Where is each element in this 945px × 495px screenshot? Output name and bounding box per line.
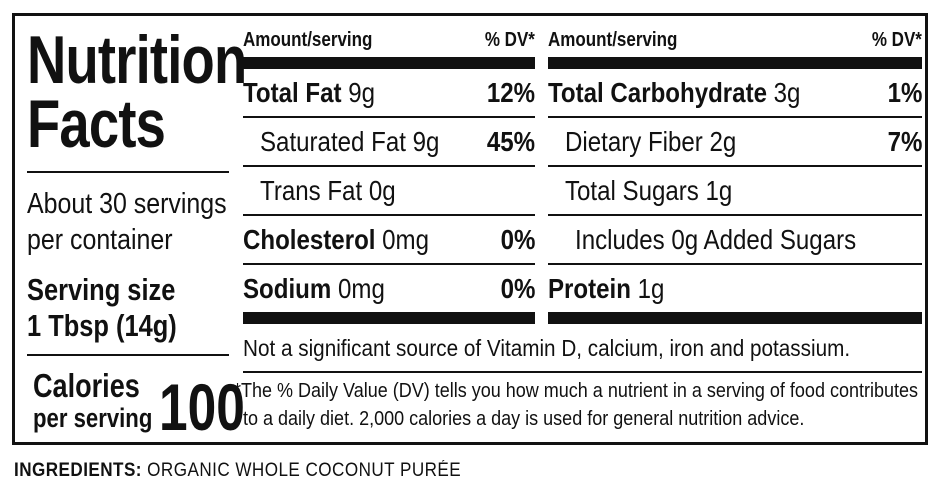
not-significant-text: Not a significant source of Vitamin D, c… — [243, 335, 851, 361]
ingredients: INGREDIENTS: ORGANIC WHOLE COCONUT PURÉE — [14, 458, 511, 484]
not-significant-source: Not a significant source of Vitamin D, c… — [243, 333, 918, 363]
nutrient-dv: 12% — [486, 77, 535, 108]
calories-label: Calories per serving — [33, 367, 179, 434]
serving-size-label: Serving size — [27, 272, 176, 307]
footnote-line-1: *The % Daily Value (DV) tells you how mu… — [234, 380, 918, 402]
nutrient-dv: 7% — [887, 126, 922, 157]
header-percent-dv: % DV* — [484, 29, 535, 51]
row-added-sugars: Includes 0g Added Sugars — [548, 216, 922, 265]
title-line-2: Facts — [27, 86, 166, 162]
nutrient-name: Dietary Fiber 2g — [565, 126, 737, 157]
table-header: Amount/serving % DV* — [548, 26, 922, 54]
nutrient-name: Total Carbohydrate — [548, 77, 767, 108]
nutrient-dv: 45% — [486, 126, 535, 157]
thick-divider-bottom-left — [243, 312, 535, 324]
row-saturated-fat: Saturated Fat 9g 45% — [243, 118, 535, 167]
thick-divider-bottom-right — [548, 312, 922, 324]
servings-per-container: About 30 servings per container — [27, 186, 259, 258]
nutrient-dv: 0% — [500, 224, 535, 255]
calories-number: 100 — [159, 370, 245, 444]
nutrient-name: Sodium — [243, 273, 332, 304]
title-line-1: Nutrition — [27, 22, 247, 98]
row-sodium: Sodium 0mg 0% — [243, 265, 535, 312]
daily-value-footnote: *The % Daily Value (DV) tells you how mu… — [234, 377, 945, 433]
row-cholesterol: Cholesterol 0mg 0% — [243, 216, 535, 265]
divider-title — [27, 171, 229, 173]
row-total-sugars: Total Sugars 1g — [548, 167, 922, 216]
calories-value: 100 — [159, 372, 269, 442]
serving-size-value: 1 Tbsp (14g) — [27, 308, 177, 343]
row-total-carbohydrate: Total Carbohydrate 3g 1% — [548, 69, 922, 118]
header-amount-serving: Amount/serving — [243, 29, 373, 51]
divider-serving-size — [27, 354, 229, 356]
thick-divider — [548, 57, 922, 69]
header-percent-dv: % DV* — [871, 29, 922, 51]
ingredients-label: INGREDIENTS: — [14, 460, 142, 481]
nutrition-facts-panel: Nutrition Facts About 30 servings per co… — [12, 13, 928, 445]
ingredients-value: ORGANIC WHOLE COCONUT PURÉE — [147, 460, 462, 481]
nutrient-dv: 1% — [887, 77, 922, 108]
calories-label-line-2: per serving — [33, 403, 153, 433]
nutrient-name: Includes 0g Added Sugars — [575, 224, 857, 255]
table-header: Amount/serving % DV* — [243, 26, 535, 54]
calories-label-line-1: Calories — [33, 367, 140, 404]
serving-size: Serving size 1 Tbsp (14g) — [27, 272, 210, 344]
nutrient-name: Total Fat — [243, 77, 342, 108]
nutrient-amount: 9g — [348, 77, 376, 108]
row-trans-fat: Trans Fat 0g — [243, 167, 535, 216]
nutrient-name: Saturated Fat 9g — [260, 126, 440, 157]
nutrient-table-left: Amount/serving % DV* Total Fat 9g 12% Sa… — [243, 26, 535, 312]
footnote-line-2: to a daily diet. 2,000 calories a day is… — [243, 408, 805, 430]
header-amount-serving: Amount/serving — [548, 29, 678, 51]
divider-footnote — [243, 371, 922, 373]
nutrition-facts-title: Nutrition Facts — [27, 22, 301, 162]
row-dietary-fiber: Dietary Fiber 2g 7% — [548, 118, 922, 167]
nutrient-table-right: Amount/serving % DV* Total Carbohydrate … — [548, 26, 922, 312]
nutrient-amount: 0mg — [382, 224, 430, 255]
nutrient-amount: 0mg — [337, 273, 385, 304]
servings-line-1: About 30 servings — [27, 188, 227, 220]
nutrient-dv: 0% — [500, 273, 535, 304]
servings-line-2: per container — [27, 224, 173, 256]
nutrient-name: Protein — [548, 273, 631, 304]
nutrient-amount: 3g — [773, 77, 801, 108]
nutrient-name: Total Sugars 1g — [565, 175, 733, 206]
row-protein: Protein 1g — [548, 265, 922, 312]
nutrient-name: Cholesterol — [243, 224, 376, 255]
row-total-fat: Total Fat 9g 12% — [243, 69, 535, 118]
nutrient-name: Trans Fat 0g — [260, 175, 396, 206]
nutrient-amount: 1g — [637, 273, 665, 304]
thick-divider — [243, 57, 535, 69]
